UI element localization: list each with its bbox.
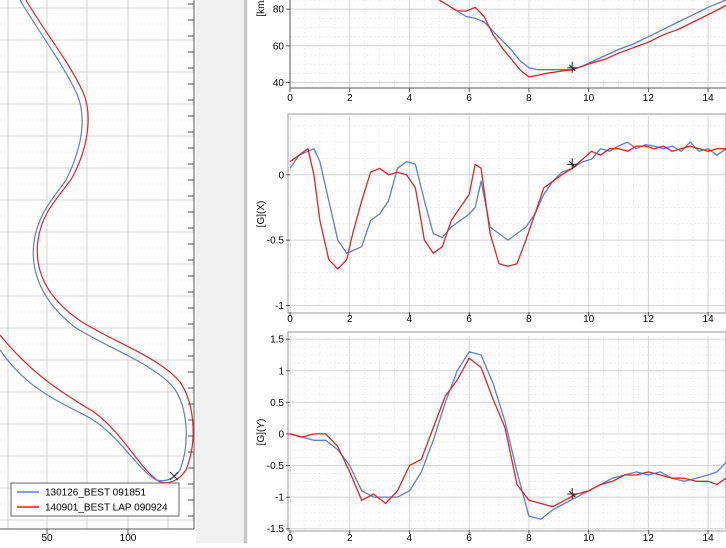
speed-chart-frame — [289, 0, 726, 89]
speed-chart-grid — [290, 0, 726, 88]
y-tick-label: -1 — [275, 493, 284, 504]
x-tick-label: 2 — [347, 93, 353, 104]
x-tick-label: 12 — [643, 314, 655, 325]
series-line-red[interactable] — [290, 357, 726, 508]
series-line-red[interactable] — [438, 0, 726, 78]
series-line-blue[interactable] — [290, 141, 726, 254]
gx-chart-y-label: [G](X) — [256, 201, 267, 228]
map-x-tick-50: 50 — [41, 533, 53, 543]
x-tick-label: 8 — [526, 533, 532, 543]
cursor-marker-icon — [567, 158, 578, 170]
speed-chart-y-ticks: 40 60 80 — [273, 5, 290, 89]
y-tick-label: 60 — [273, 41, 285, 52]
legend-label-red: 140901_BEST LAP 090924 — [45, 503, 168, 514]
x-tick-label: 8 — [526, 93, 532, 104]
map-x-tick-100: 100 — [120, 533, 137, 543]
chart-panel-speed: 40 60 80 0 2 4 6 8 10 12 14 [km/h] — [256, 0, 726, 104]
y-tick-label: 1 — [278, 366, 284, 377]
x-tick-label: 10 — [583, 93, 595, 104]
x-tick-label: 4 — [407, 314, 413, 325]
track-map-traces[interactable] — [0, 0, 194, 484]
track-map-panel: 50 100 130126_BEST 091851 140901_BEST LA… — [0, 0, 195, 544]
x-tick-label: 10 — [583, 533, 595, 543]
speed-chart-x-ticks: 0 2 4 6 8 10 12 14 — [287, 88, 714, 104]
x-tick-label: 4 — [407, 533, 413, 543]
gy-chart-y-ticks: 1.5 1 0.5 0 -0.5 -1 -1.5 — [267, 335, 290, 535]
x-tick-label: 14 — [703, 93, 715, 104]
x-tick-label: 6 — [466, 314, 472, 325]
cursor-marker-icon — [567, 61, 578, 73]
y-tick-label: 0 — [278, 429, 284, 440]
x-tick-label: 4 — [407, 93, 413, 104]
track-trace-blue[interactable] — [0, 0, 187, 482]
track-map-axis-ticks — [46, 3, 194, 534]
gy-chart-grid — [290, 336, 726, 530]
x-tick-label: 10 — [583, 314, 595, 325]
speed-chart-plot[interactable] — [438, 0, 726, 78]
series-line-red[interactable] — [290, 145, 726, 270]
gy-chart-x-ticks: 0 2 4 6 8 10 12 14 — [287, 530, 715, 544]
gx-chart-grid — [290, 116, 726, 312]
y-tick-label: 40 — [273, 78, 285, 89]
x-tick-label: 0 — [287, 314, 293, 325]
x-tick-label: 2 — [347, 314, 353, 325]
track-map-grid — [0, 0, 194, 529]
x-tick-label: 12 — [643, 533, 655, 543]
legend[interactable]: 130126_BEST 091851 140901_BEST LAP 09092… — [10, 482, 180, 517]
x-tick-label: 12 — [643, 93, 655, 104]
cursor-marker-icon — [567, 487, 578, 499]
x-tick-label: 8 — [526, 314, 532, 325]
gx-chart-plot[interactable] — [290, 141, 726, 270]
y-tick-label: 0.5 — [270, 398, 284, 409]
y-tick-label: 1.5 — [270, 335, 284, 346]
track-map-x-tick-labels: 50 100 — [41, 533, 137, 544]
gy-chart-y-label: [G](Y) — [256, 419, 267, 446]
x-tick-label: 0 — [287, 533, 293, 543]
cursor-cross-icon — [169, 471, 179, 481]
chart-panel-gx: 0 -0.5 -1 0 2 4 6 8 10 12 14 [G](X) — [256, 113, 726, 325]
gx-chart-x-ticks: 0 2 4 6 8 10 12 14 — [287, 312, 714, 325]
gy-chart-plot[interactable] — [290, 351, 726, 520]
pane-splitter[interactable] — [196, 0, 248, 543]
legend-label-blue: 130126_BEST 091851 — [45, 488, 146, 499]
x-tick-label: 0 — [287, 93, 293, 104]
y-tick-label: 80 — [273, 5, 285, 16]
series-line-blue[interactable] — [438, 0, 726, 71]
x-tick-label: 2 — [347, 533, 353, 543]
y-tick-label: -0.5 — [267, 461, 285, 472]
y-tick-label: -1 — [275, 301, 284, 312]
x-tick-label: 6 — [466, 93, 472, 104]
x-tick-label: 14 — [703, 314, 715, 325]
legend-box — [10, 482, 180, 517]
x-tick-label: 14 — [703, 533, 715, 543]
y-tick-label: 0 — [278, 170, 284, 181]
chart-panel-gy: 1.5 1 0.5 0 -0.5 -1 -1.5 0 2 4 6 8 10 12 14 [G](Y) — [256, 331, 726, 544]
speed-chart-y-label: [km/h] — [256, 0, 267, 17]
gx-chart-y-ticks: 0 -0.5 -1 — [267, 170, 290, 312]
gx-chart-background — [287, 113, 726, 314]
track-trace-red[interactable] — [0, 0, 194, 484]
y-tick-label: -0.5 — [267, 236, 285, 247]
series-line-blue[interactable] — [290, 351, 726, 520]
y-tick-label: -1.5 — [267, 524, 285, 535]
x-tick-label: 6 — [466, 533, 472, 543]
